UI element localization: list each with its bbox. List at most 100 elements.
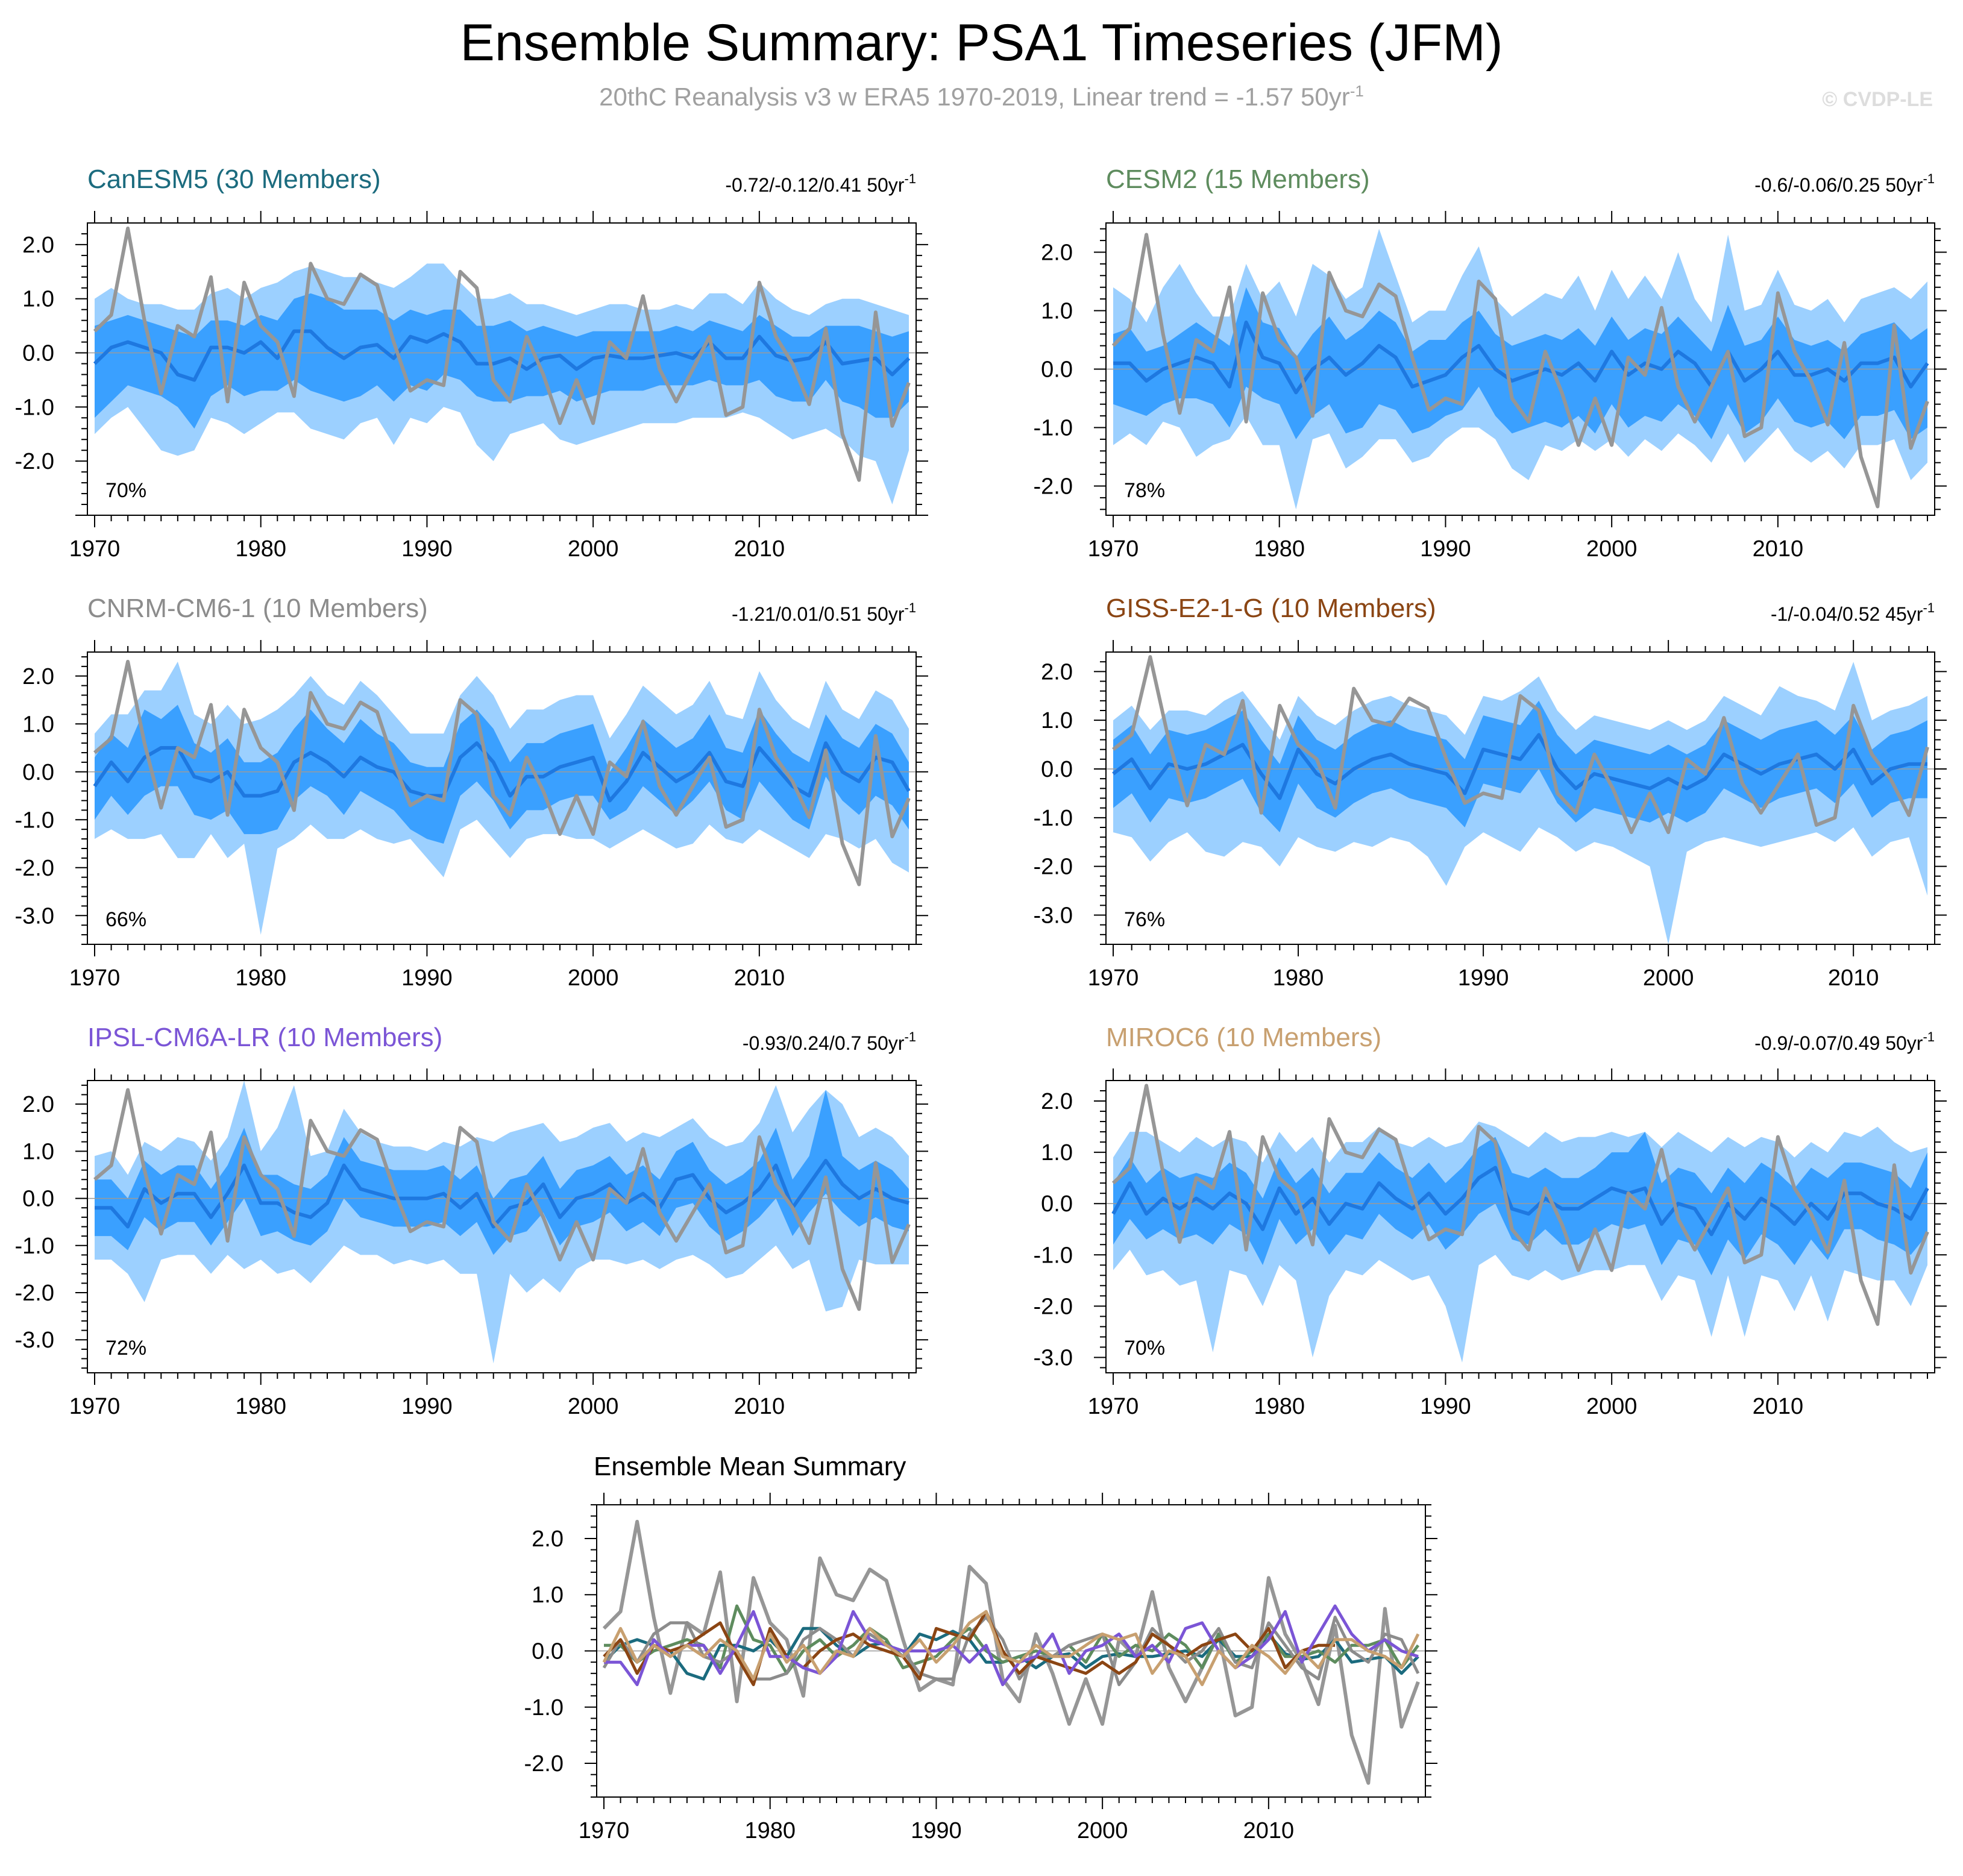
x-tick-label: 1990 (401, 536, 453, 562)
x-tick-label: 1980 (744, 1818, 796, 1843)
trend-label: -0.6/-0.06/0.25 50yr-1 (1754, 171, 1935, 196)
percentile-label: 70% (105, 479, 146, 502)
y-tick-label: 1.0 (1041, 299, 1073, 324)
trend-label: -1.21/0.01/0.51 50yr-1 (732, 600, 916, 625)
y-tick-label: -1.0 (1034, 806, 1073, 831)
observations-line (1112, 655, 1929, 835)
y-tick-label: 0.0 (1041, 1191, 1073, 1217)
trend-superscript: -1 (1923, 600, 1935, 615)
credit-watermark: © CVDP-LE (1822, 88, 1933, 111)
ensemble-mean-line (93, 329, 911, 382)
chart-panel-0: 1970 1980 1990 2000 2010 2.0 1.0 0.0 -1.0 -2.0 Can… (15, 165, 928, 562)
figure-title: Ensemble Summary: PSA1 Timeseries (JFM) (460, 14, 1503, 72)
inner-spread-band (95, 704, 909, 844)
panel-title: CanESM5 (30 Members) (87, 165, 381, 194)
series-line-miroc6 (602, 1610, 1420, 1686)
percentile-label: 76% (1124, 908, 1165, 931)
y-tick-label: -1.0 (15, 395, 54, 420)
y-tick-label: 1.0 (532, 1583, 564, 1608)
inner-spread-band (1113, 287, 1927, 439)
x-tick-label: 1990 (401, 965, 453, 991)
x-tick-label: 1990 (1458, 965, 1509, 991)
y-tick-label: 2.0 (1041, 659, 1073, 685)
x-tick-label: 2000 (1077, 1818, 1128, 1843)
y-tick-label: -3.0 (1034, 903, 1073, 929)
x-tick-label: 1990 (401, 1394, 453, 1419)
trend-label: -0.93/0.24/0.7 50yr-1 (743, 1029, 916, 1054)
x-tick-label: 1980 (1254, 1394, 1305, 1419)
y-tick-label: -2.0 (1034, 1294, 1073, 1319)
trend-label: -1/-0.04/0.52 45yr-1 (1771, 600, 1935, 625)
x-tick-label: 2000 (568, 1394, 619, 1419)
x-tick-label: 1980 (235, 536, 286, 562)
plot-area (1106, 1084, 1935, 1363)
y-tick-label: 2.0 (22, 664, 54, 689)
trend-value: -1.21/0.01/0.51 50yr (732, 603, 905, 625)
chart-panel-3: 1970 1980 1990 2000 2010 2.0 1.0 0.0 -1.0 -2.0 -3.… (1034, 594, 1947, 991)
y-tick-label: -2.0 (15, 1281, 54, 1306)
y-tick-label: -1.0 (1034, 416, 1073, 441)
observations-line (93, 1088, 911, 1311)
plot-area (597, 1520, 1425, 1785)
ensemble-mean-line (95, 1159, 909, 1229)
chart-panel-4: 1970 1980 1990 2000 2010 2.0 1.0 0.0 -1.0 -2.0 -3.… (15, 1023, 928, 1419)
trend-superscript: -1 (1923, 1029, 1935, 1044)
plot-area (1106, 655, 1935, 944)
x-tick-label: 2000 (568, 965, 619, 991)
x-tick-label: 1980 (1254, 536, 1305, 562)
trend-superscript: -1 (904, 171, 916, 186)
x-tick-label: 2000 (1643, 965, 1694, 991)
y-tick-label: -2.0 (1034, 474, 1073, 500)
trend-value: -1/-0.04/0.52 45yr (1771, 603, 1923, 625)
x-tick-label: 2000 (1586, 536, 1638, 562)
y-tick-label: -3.0 (1034, 1345, 1073, 1370)
trend-superscript: -1 (904, 600, 916, 615)
x-tick-label: 2010 (734, 1394, 785, 1419)
chart-panel-1: 1970 1980 1990 2000 2010 2.0 1.0 0.0 -1.0 -2.0 CES… (1034, 165, 1947, 562)
x-tick-label: 2010 (1243, 1818, 1295, 1843)
observations-line (93, 659, 911, 886)
figure-subtitle: 20thC Reanalysis v3 w ERA5 1970-2019, Li… (0, 82, 1963, 111)
plot-area (87, 1081, 916, 1364)
observations-line (602, 1520, 1420, 1785)
x-tick-label: 2000 (568, 536, 619, 562)
plot-area (87, 659, 916, 935)
x-tick-label: 1970 (69, 1394, 121, 1419)
percentile-label: 78% (1124, 479, 1165, 502)
observations-line (1111, 1084, 1929, 1326)
trend-superscript: -1 (904, 1029, 916, 1044)
y-tick-label: 1.0 (22, 1139, 54, 1164)
plot-frame (1105, 1080, 1935, 1373)
plot-frame (87, 651, 917, 945)
percentile-label: 72% (105, 1337, 146, 1360)
trend-value: -0.72/-0.12/0.41 50yr (725, 174, 904, 196)
ensemble-mean-line (1111, 1165, 1929, 1237)
x-tick-label: 2010 (734, 536, 785, 562)
y-tick-label: -1.0 (1034, 1243, 1073, 1268)
x-tick-label: 1970 (69, 965, 121, 991)
y-tick-label: -2.0 (524, 1751, 564, 1777)
panel-title: Ensemble Mean Summary (594, 1452, 906, 1481)
y-tick-label: -2.0 (15, 856, 54, 881)
x-tick-label: 1980 (1273, 965, 1324, 991)
y-tick-label: 0.0 (22, 1187, 54, 1212)
observations-line (93, 227, 911, 482)
y-tick-label: 0.0 (1041, 757, 1073, 782)
y-tick-label: -1.0 (15, 808, 54, 833)
y-tick-label: 2.0 (22, 233, 54, 258)
panel-title: IPSL-CM6A-LR (10 Members) (87, 1023, 442, 1052)
panel-title: CESM2 (15 Members) (1106, 165, 1370, 194)
percentile-label: 70% (1124, 1337, 1165, 1360)
y-tick-label: 0.0 (532, 1639, 564, 1664)
y-tick-label: 0.0 (22, 341, 54, 366)
inner-spread-band (1113, 700, 1927, 833)
panel-title: MIROC6 (10 Members) (1106, 1023, 1381, 1052)
x-tick-label: 1970 (1088, 965, 1139, 991)
plot-area (87, 227, 916, 504)
plot-frame (87, 222, 917, 516)
series-line-ipsl-cm6a-lr (604, 1604, 1419, 1686)
plot-area (1106, 228, 1935, 510)
x-tick-label: 1990 (1420, 536, 1471, 562)
ensemble-mean-line (1113, 320, 1929, 395)
